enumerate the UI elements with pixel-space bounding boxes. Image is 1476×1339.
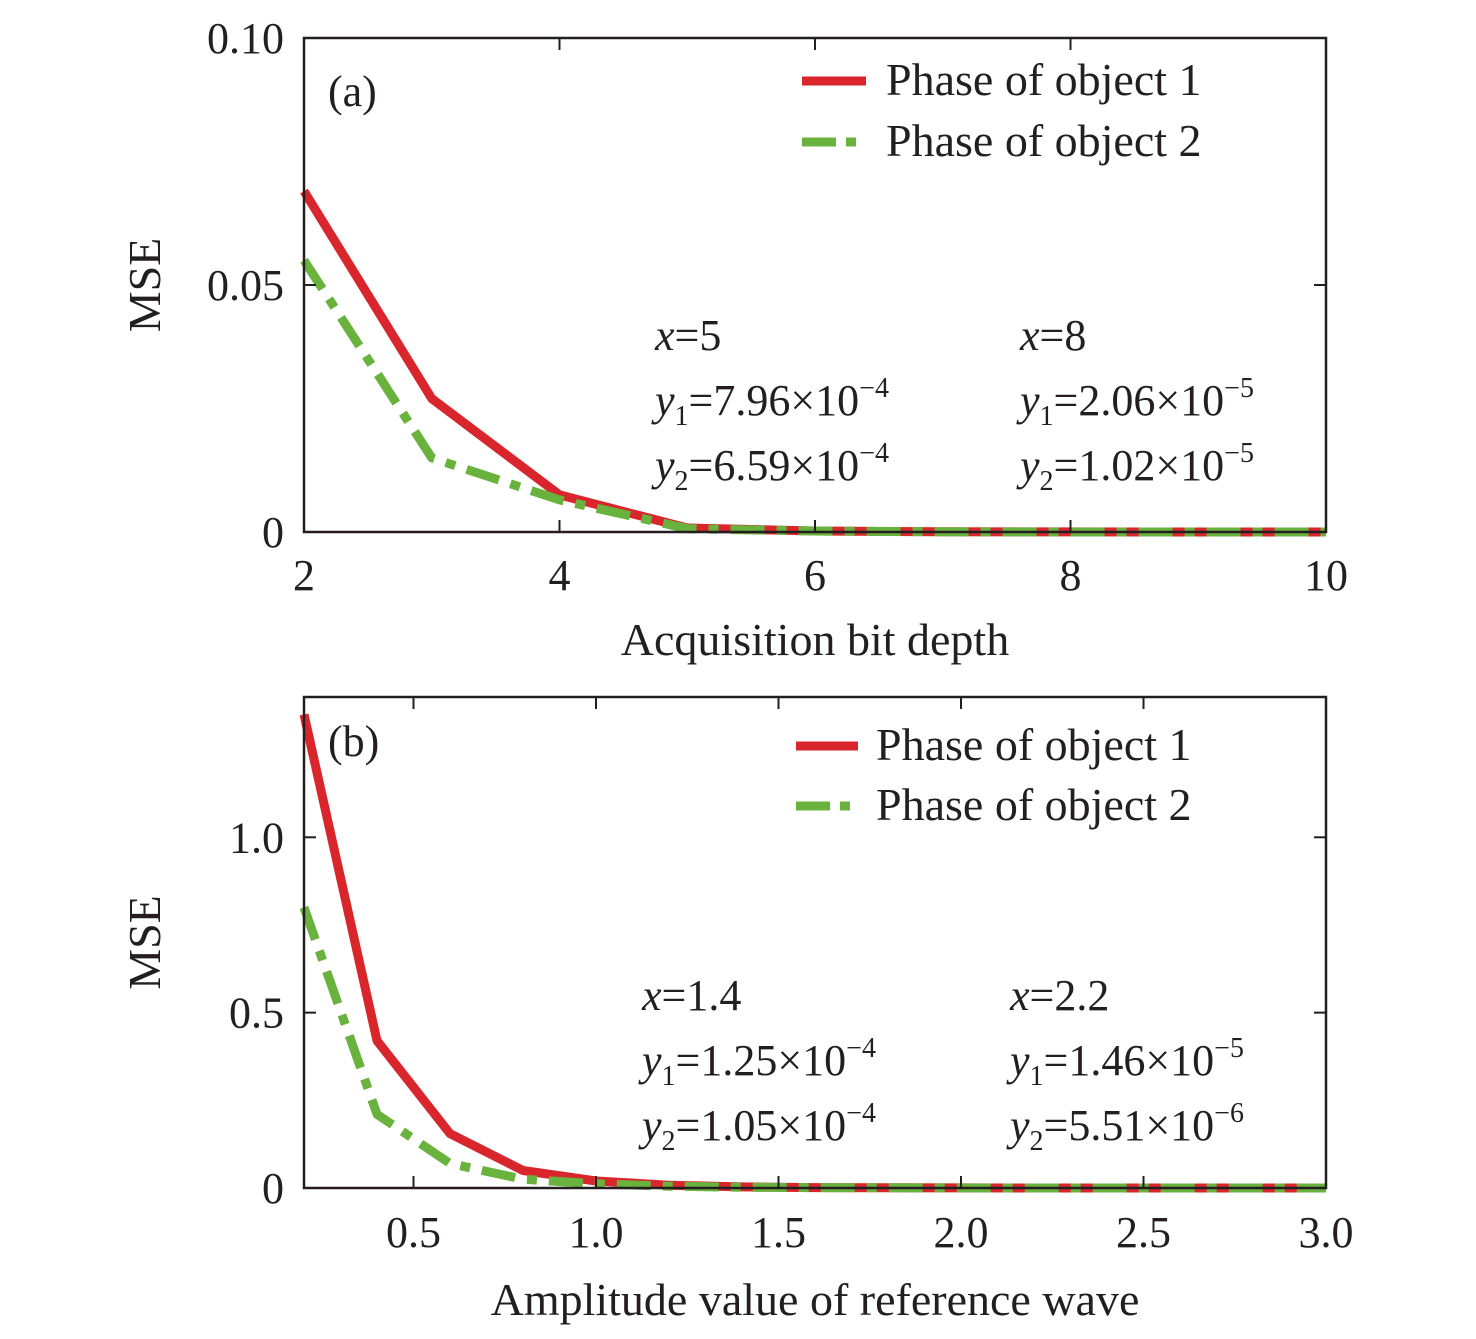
annotation-x-line: x=2.2 <box>1009 971 1109 1020</box>
annotation-y2-line: y2=6.59×10−4 <box>651 438 889 497</box>
var-y: y <box>1006 1101 1030 1150</box>
x-tick-label: 0.5 <box>386 1208 441 1257</box>
annotation-y2-value: =6.59×10 <box>689 441 860 490</box>
annotation-y1-line: y1=1.25×10−4 <box>638 1033 876 1092</box>
annotation-y2-value: =1.05×10 <box>676 1101 847 1150</box>
chart-panel-b: 0.5 1.0 1.5 2.0 2.5 3.0 0 0.5 1.0 Amplitude value… <box>119 695 1354 1325</box>
subscript: 2 <box>1040 466 1054 497</box>
var-x: x <box>654 311 675 360</box>
annotation-y1-value: =1.46×10 <box>1044 1036 1215 1085</box>
x-tick-label: 2 <box>293 551 315 600</box>
var-y: y <box>638 1036 662 1085</box>
var-y: y <box>651 441 675 490</box>
annotation-y2-line: y2=1.02×10−5 <box>1016 438 1254 497</box>
annotation-y2-value: =5.51×10 <box>1044 1101 1215 1150</box>
y-tick-label: 1.0 <box>229 813 284 862</box>
y-tick-label: 0.5 <box>229 989 284 1038</box>
subscript: 2 <box>675 466 689 497</box>
exponent: −6 <box>1214 1098 1244 1129</box>
annotation-y2-line: y2=5.51×10−6 <box>1006 1098 1244 1157</box>
annotation-1: x=5y1=7.96×10−4y2=6.59×10−4 <box>651 311 889 497</box>
x-tick-label: 10 <box>1304 551 1348 600</box>
annotation-x-line: x=8 <box>1019 311 1086 360</box>
annotation-y1-line: y1=7.96×10−4 <box>651 373 889 432</box>
var-x: x <box>641 971 662 1020</box>
y-tick-label: 0.10 <box>207 14 284 63</box>
exponent: −5 <box>1224 373 1254 404</box>
var-y: y <box>1006 1036 1030 1085</box>
exponent: −4 <box>846 1098 876 1129</box>
x-axis-label: Amplitude value of reference wave <box>491 1274 1140 1325</box>
annotation-y1-line: y1=2.06×10−5 <box>1016 373 1254 432</box>
annotation-1: x=1.4y1=1.25×10−4y2=1.05×10−4 <box>638 971 876 1157</box>
annotation-y1-value: =7.96×10 <box>689 376 860 425</box>
y-tick-label: 0 <box>262 1164 284 1213</box>
subscript: 2 <box>662 1126 676 1157</box>
legend: Phase of object 1 Phase of object 2 <box>802 54 1202 166</box>
annotation-x-line: x=5 <box>654 311 721 360</box>
y-tick-label: 0.05 <box>207 261 284 310</box>
y-axis-label: MSE <box>119 895 170 990</box>
exponent: −5 <box>1214 1033 1244 1064</box>
legend-label-1: Phase of object 1 <box>876 719 1192 770</box>
y-axis-label: MSE <box>119 238 170 333</box>
exponent: −4 <box>859 438 889 469</box>
plot-frame <box>302 695 1328 1190</box>
exponent: −4 <box>859 373 889 404</box>
annotation-x-value: =8 <box>1040 311 1087 360</box>
legend-label-2: Phase of object 2 <box>876 779 1192 830</box>
annotation-x-value: =2.2 <box>1030 971 1110 1020</box>
x-tick-label: 2.5 <box>1116 1208 1171 1257</box>
subscript: 1 <box>1040 401 1054 432</box>
legend: Phase of object 1 Phase of object 2 <box>796 719 1192 830</box>
x-axis-label: Acquisition bit depth <box>621 614 1009 665</box>
subscript: 1 <box>675 401 689 432</box>
var-y: y <box>1016 376 1040 425</box>
exponent: −5 <box>1224 438 1254 469</box>
subscript: 1 <box>1030 1061 1044 1092</box>
chart-panel-a: 2 4 6 8 10 0 0.05 0.10 Acquisition bit depth MSE (… <box>119 14 1348 665</box>
annotation-y1-value: =2.06×10 <box>1054 376 1225 425</box>
annotation-y1-line: y1=1.46×10−5 <box>1006 1033 1244 1092</box>
var-x: x <box>1019 311 1040 360</box>
annotation-y2-value: =1.02×10 <box>1054 441 1225 490</box>
subscript: 2 <box>1030 1126 1044 1157</box>
x-tick-label: 1.5 <box>751 1208 806 1257</box>
annotation-y1-value: =1.25×10 <box>676 1036 847 1085</box>
annotation-x-value: =1.4 <box>662 971 742 1020</box>
exponent: −4 <box>846 1033 876 1064</box>
panel-label: (b) <box>328 717 379 766</box>
var-y: y <box>651 376 675 425</box>
subscript: 1 <box>662 1061 676 1092</box>
var-y: y <box>638 1101 662 1150</box>
x-tick-label: 8 <box>1060 551 1082 600</box>
var-y: y <box>1016 441 1040 490</box>
annotation-x-value: =5 <box>675 311 722 360</box>
x-tick-label: 6 <box>804 551 826 600</box>
var-x: x <box>1009 971 1030 1020</box>
annotation-2: x=8y1=2.06×10−5y2=1.02×10−5 <box>1016 311 1254 497</box>
annotation-y2-line: y2=1.05×10−4 <box>638 1098 876 1157</box>
panel-label: (a) <box>328 67 377 116</box>
annotation-2: x=2.2y1=1.46×10−5y2=5.51×10−6 <box>1006 971 1244 1157</box>
legend-label-1: Phase of object 1 <box>886 54 1202 105</box>
annotation-x-line: x=1.4 <box>641 971 741 1020</box>
legend-label-2: Phase of object 2 <box>886 115 1202 166</box>
x-tick-label: 2.0 <box>934 1208 989 1257</box>
x-tick-label: 4 <box>549 551 571 600</box>
y-tick-label: 0 <box>262 508 284 557</box>
x-tick-label: 1.0 <box>569 1208 624 1257</box>
x-tick-label: 3.0 <box>1299 1208 1354 1257</box>
